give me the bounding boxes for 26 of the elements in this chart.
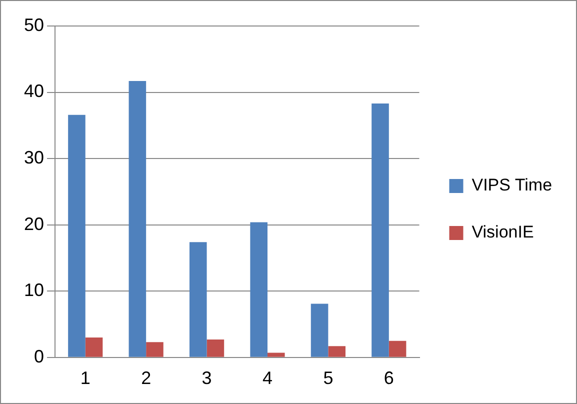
legend-label: VIPS Time [472,176,552,195]
x-tick-label: 6 [384,368,394,388]
y-tick-label: 0 [34,346,44,366]
y-tick-label: 20 [24,214,44,234]
x-tick-label: 5 [323,368,334,388]
bar [189,242,207,357]
x-tick-label: 1 [80,368,90,388]
legend-label: VisionIE [472,222,534,242]
y-tick-label: 30 [24,148,44,168]
bar [310,304,328,357]
bar [206,340,224,357]
bar [267,352,285,357]
x-tick-label: 2 [141,368,152,388]
bar [388,340,406,357]
x-tick-label: 4 [262,368,272,388]
bar [146,342,164,357]
bar [250,222,268,357]
y-tick-label: 50 [24,14,44,35]
bar [85,338,103,357]
y-tick-label: 40 [24,81,44,102]
x-tick-label: 3 [202,368,212,388]
y-tick-label: 10 [24,280,44,300]
bar [68,114,86,357]
bar [372,104,389,357]
bar [128,81,146,357]
bar [328,346,346,357]
